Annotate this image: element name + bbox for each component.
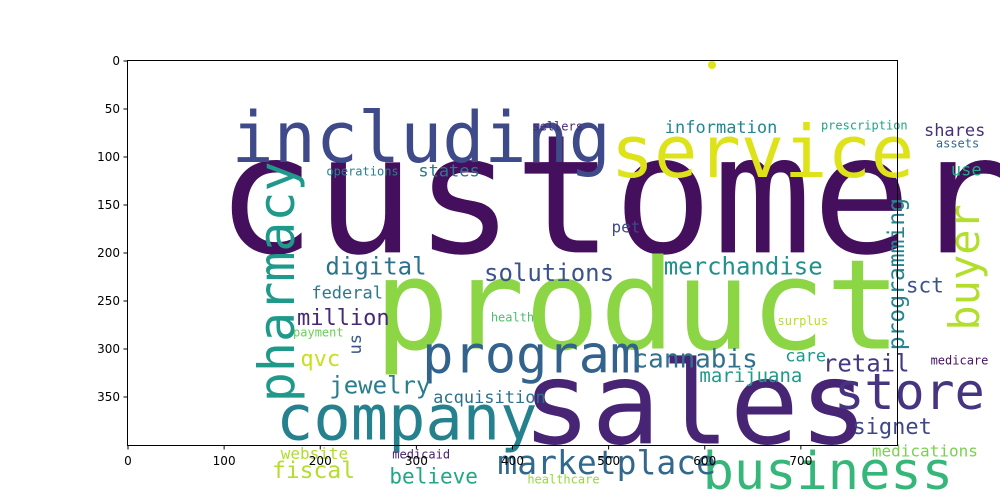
y-tick-label: 200	[97, 246, 120, 260]
word-believe: believe	[389, 465, 478, 489]
y-tick-label: 250	[97, 294, 120, 308]
word-signet: signet	[852, 415, 931, 440]
word-merchandise: merchandise	[664, 252, 823, 280]
y-tick-label: 100	[97, 150, 120, 164]
word-retail: retail	[823, 349, 910, 377]
word-medicaid: medicaid	[392, 448, 450, 462]
dot-mark	[708, 61, 716, 69]
word-digital: digital	[325, 252, 426, 280]
y-tick-label: 350	[97, 390, 120, 404]
word-marketplace: marketplace	[497, 443, 716, 482]
word-product: product	[374, 233, 901, 378]
word-medications: medications	[872, 441, 978, 460]
word-company: company	[276, 382, 537, 455]
word-care: care	[785, 347, 826, 367]
word-information: information	[665, 118, 778, 138]
word-federal: federal	[311, 283, 383, 303]
x-tick-label: 500	[597, 454, 620, 468]
word-solutions: solutions	[484, 259, 614, 287]
word-sellers: sellers	[532, 119, 583, 133]
word-operations: operations	[326, 164, 398, 178]
word-acquisition: acquisition	[433, 388, 546, 408]
y-tick-label: 50	[105, 102, 120, 116]
word-marijuana: marijuana	[699, 365, 802, 387]
word-states: states	[418, 161, 479, 181]
word-store: store	[834, 363, 985, 421]
word-customer: customer	[216, 99, 1000, 291]
word-jewelry: jewelry	[329, 371, 430, 399]
word-shares: shares	[924, 121, 985, 141]
y-axis: 0 50 100 150 200 250 300 350	[97, 54, 128, 404]
word-prescription: prescription	[821, 118, 908, 132]
word-business: business	[703, 442, 953, 500]
x-tick-label: 400	[501, 454, 524, 468]
word-us: us	[346, 334, 366, 354]
word-service: service	[611, 110, 914, 194]
x-tick-label: 0	[124, 454, 132, 468]
word-sct: sct	[906, 274, 944, 298]
x-tick-label: 100	[213, 454, 236, 468]
word-website: website	[281, 444, 348, 463]
word-sales: sales	[522, 338, 868, 472]
x-tick-label: 700	[789, 454, 812, 468]
word-pharmacy: pharmacy	[248, 161, 306, 402]
word-health: health	[491, 310, 534, 324]
word-use: use	[951, 160, 982, 180]
word-payment: payment	[293, 326, 344, 340]
word-healthcare: healthcare	[527, 473, 599, 487]
word-pet: pet	[611, 218, 640, 237]
word-qvc: qvc	[300, 347, 340, 372]
word-surplus: surplus	[778, 314, 829, 328]
y-tick-label: 300	[97, 342, 120, 356]
x-axis: 0 100 200 300 400 500 600 700	[124, 445, 812, 468]
word-million: million	[297, 306, 390, 331]
word-medicare: medicare	[931, 354, 989, 368]
word-fiscal: fiscal	[272, 458, 355, 484]
word-cannabis: cannabis	[633, 345, 758, 375]
x-tick-label: 300	[405, 454, 428, 468]
x-tick-label: 200	[309, 454, 332, 468]
word-program: program	[422, 326, 641, 386]
x-tick-label: 600	[693, 454, 716, 468]
word-buyer: buyer	[940, 204, 989, 330]
y-tick-label: 0	[112, 54, 120, 68]
word-assets: assets	[936, 137, 979, 151]
word-including: including	[232, 97, 611, 179]
y-tick-label: 150	[97, 198, 120, 212]
